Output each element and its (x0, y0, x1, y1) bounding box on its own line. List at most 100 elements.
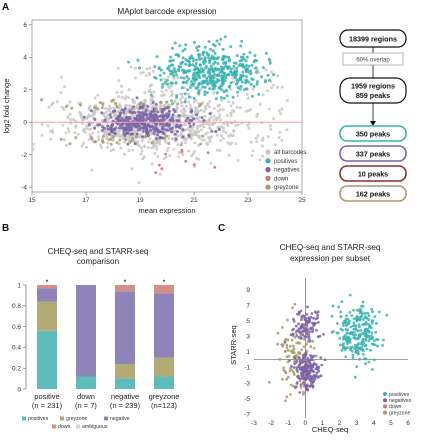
point-positives (375, 322, 378, 325)
point-negatives (93, 126, 96, 130)
chart-c-plot: -3 -2 -1 0 1 2 3 4 5 6 -7 -5 -3 -1 1 3 5 7 9 (244, 278, 410, 427)
point-greyzone (111, 135, 115, 139)
point-all-barcodes (127, 96, 131, 100)
point-negatives (300, 318, 303, 322)
point-negatives (160, 111, 164, 114)
point-positives (255, 82, 259, 86)
point-positives (358, 357, 361, 361)
point-all-barcodes (137, 144, 141, 148)
point-all-barcodes (68, 100, 72, 104)
point-positives (173, 41, 177, 45)
point-all-barcodes (264, 68, 268, 72)
point-positives (350, 345, 354, 349)
point-greyzone (134, 135, 138, 139)
flow-overlap-box (342, 52, 404, 66)
point-down (154, 171, 158, 175)
point-positives (203, 45, 207, 49)
point-negatives (312, 323, 316, 327)
chart-b-title-1: CHEQ-seq and STARR-seq (48, 247, 149, 256)
point-negatives (300, 330, 303, 334)
point-all-barcodes (93, 111, 97, 114)
point-negatives (124, 116, 128, 120)
point-all-barcodes (149, 90, 153, 94)
point-all-barcodes (164, 88, 168, 92)
point-greyzone (74, 136, 78, 140)
point-negatives (311, 365, 315, 369)
point-negatives (297, 322, 300, 326)
point-greyzone (150, 141, 154, 145)
point-all-barcodes (228, 142, 232, 146)
point-positives (330, 314, 334, 318)
point-negatives (217, 128, 221, 131)
point-positives (190, 80, 193, 84)
point-negatives (102, 126, 106, 130)
bar-segment-negative (115, 291, 135, 365)
x-tick-label: 2 (338, 420, 342, 427)
point-all-barcodes (181, 114, 185, 118)
point-all-barcodes (153, 152, 157, 155)
point-all-barcodes (80, 144, 84, 148)
point-positives (154, 76, 158, 80)
point-positives (348, 310, 352, 314)
point-all-barcodes (197, 109, 201, 113)
point-positives (370, 331, 374, 335)
point-positives (249, 82, 253, 86)
point-positives (267, 78, 271, 82)
point-negatives (214, 130, 218, 133)
point-positives (346, 328, 350, 332)
point-negatives (166, 106, 170, 109)
point-all-barcodes (167, 134, 171, 138)
point-negatives (144, 118, 148, 122)
point-positives (220, 88, 224, 92)
legend-label: negatives (389, 398, 412, 404)
point-negatives (313, 376, 317, 379)
point-greyzone (124, 138, 128, 142)
point-all-barcodes (64, 131, 68, 135)
point-all-barcodes (115, 90, 119, 94)
point-negatives (187, 133, 191, 137)
point-all-barcodes (195, 157, 198, 160)
point-negatives (309, 354, 312, 357)
point-all-barcodes (285, 128, 289, 132)
point-negatives (298, 367, 302, 371)
legend-swatch (265, 149, 271, 155)
point-positives (224, 88, 228, 92)
point-positives (164, 80, 167, 84)
point-negatives (174, 137, 178, 141)
point-positives (192, 96, 196, 100)
point-positives (356, 329, 360, 333)
point-positives (198, 76, 202, 79)
point-all-barcodes (266, 89, 270, 93)
point-all-barcodes (200, 138, 204, 142)
point-greyzone (305, 325, 309, 329)
point-positives (235, 78, 239, 82)
point-positives (191, 56, 195, 60)
point-all-barcodes (50, 129, 54, 133)
legend-swatch (265, 158, 271, 164)
point-positives (350, 349, 354, 353)
point-positives (211, 74, 214, 78)
legend-swatch (265, 184, 271, 190)
bar-segment-negative (76, 285, 96, 377)
point-negatives (177, 114, 181, 118)
point-all-barcodes (179, 132, 183, 136)
legend-label: down (274, 176, 288, 182)
point-positives (370, 307, 373, 311)
point-negatives (149, 118, 152, 122)
point-negatives (118, 112, 122, 116)
point-positives (330, 330, 334, 334)
point-all-barcodes (166, 146, 170, 150)
point-greyzone (285, 346, 289, 350)
point-all-barcodes (152, 144, 156, 148)
point-positives (342, 324, 345, 327)
point-positives (194, 77, 198, 81)
point-negatives (316, 367, 320, 371)
point-negatives (133, 116, 137, 120)
point-all-barcodes (202, 125, 206, 129)
point-negatives (175, 119, 179, 123)
point-all-barcodes (246, 97, 250, 100)
point-positives (235, 73, 238, 77)
point-all-barcodes (123, 140, 127, 144)
point-positives (194, 61, 198, 65)
